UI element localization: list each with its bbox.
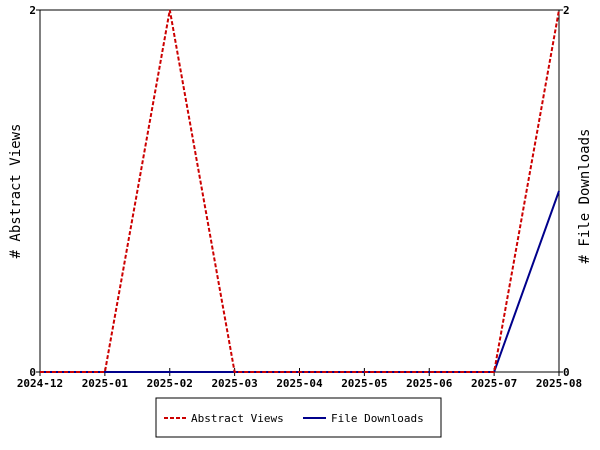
x-tick-label: 2025-03 [211, 377, 257, 390]
x-tick-label: 2025-02 [147, 377, 193, 390]
x-tick-label: 2025-06 [406, 377, 453, 390]
x-tick-label: 2024-12 [17, 377, 63, 390]
right-axis-title: # File Downloads [577, 129, 593, 264]
x-tick-label: 2025-07 [471, 377, 517, 390]
legend-label-abstract-views: Abstract Views [191, 412, 284, 425]
x-tick-label: 2025-04 [276, 377, 323, 390]
legend-label-file-downloads: File Downloads [331, 412, 424, 425]
left-tick-label: 0 [29, 366, 36, 379]
legend: Abstract Views File Downloads [156, 398, 441, 437]
x-tick-label: 2025-08 [536, 377, 582, 390]
x-tick-label: 2025-01 [82, 377, 129, 390]
plot-area [40, 10, 559, 372]
x-tick-label: 2025-05 [341, 377, 387, 390]
left-axis-title: # Abstract Views [8, 124, 24, 259]
right-tick-label: 2 [563, 4, 570, 17]
right-tick-label: 0 [563, 366, 570, 379]
left-tick-label: 2 [29, 4, 36, 17]
